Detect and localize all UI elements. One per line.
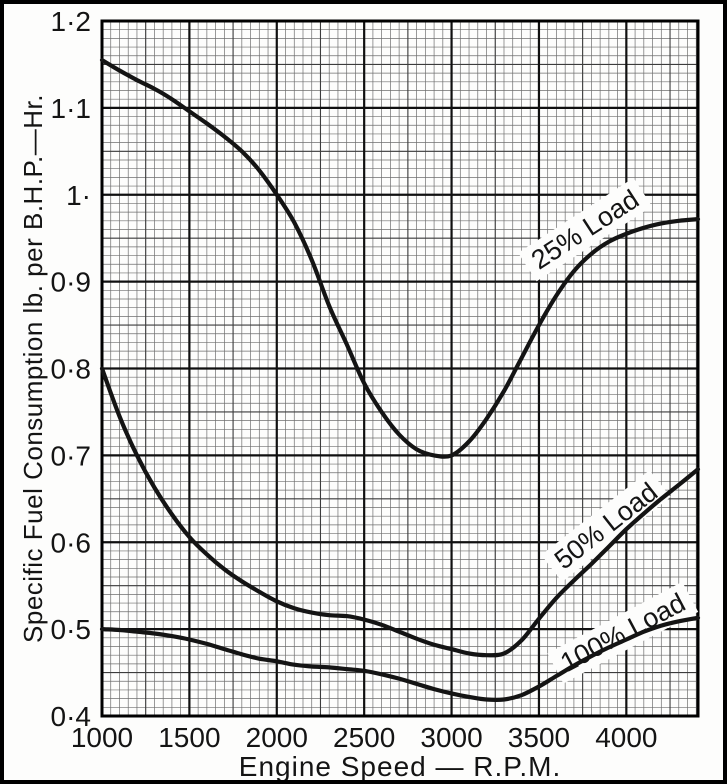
y-tick-label: 0·4 xyxy=(51,701,91,732)
curve-label-50-load: 50% Load xyxy=(549,477,663,576)
curve-50-load xyxy=(99,366,701,658)
x-axis-title: Engine Speed — R.P.M. xyxy=(239,751,561,782)
curve-25-load xyxy=(99,58,701,459)
y-tick-label: 0·9 xyxy=(51,267,91,298)
y-axis-title: Specific Fuel Consumption lb. per B.H.P.… xyxy=(18,94,48,643)
curve-100-load xyxy=(99,615,701,703)
y-tick-label: 0·6 xyxy=(51,527,91,558)
grid xyxy=(100,19,700,718)
x-tick-label: 4000 xyxy=(595,722,657,753)
x-tick-label: 2000 xyxy=(246,722,308,753)
y-tick-label: 0·5 xyxy=(51,614,91,645)
x-tick-label: 1500 xyxy=(158,722,220,753)
x-tick-label: 1000 xyxy=(71,722,133,753)
y-tick-label: 1· xyxy=(66,180,91,211)
x-tick-label: 3500 xyxy=(508,722,570,753)
svg-text:50% Load: 50% Load xyxy=(549,477,663,576)
y-tick-label: 0·7 xyxy=(51,440,91,471)
y-tick-label: 1·1 xyxy=(51,93,91,124)
y-axis-tick-labels: 1·2 1·1 1· 0·9 0·8 0·7 0·6 0·5 0·4 xyxy=(51,6,91,732)
y-tick-label: 1·2 xyxy=(51,6,91,37)
curves xyxy=(99,58,701,703)
x-tick-label: 3000 xyxy=(420,722,482,753)
x-tick-label: 2500 xyxy=(333,722,395,753)
y-tick-label: 0·8 xyxy=(51,354,91,385)
x-axis-tick-labels: 1000 1500 2000 2500 3000 3500 4000 xyxy=(71,722,658,753)
